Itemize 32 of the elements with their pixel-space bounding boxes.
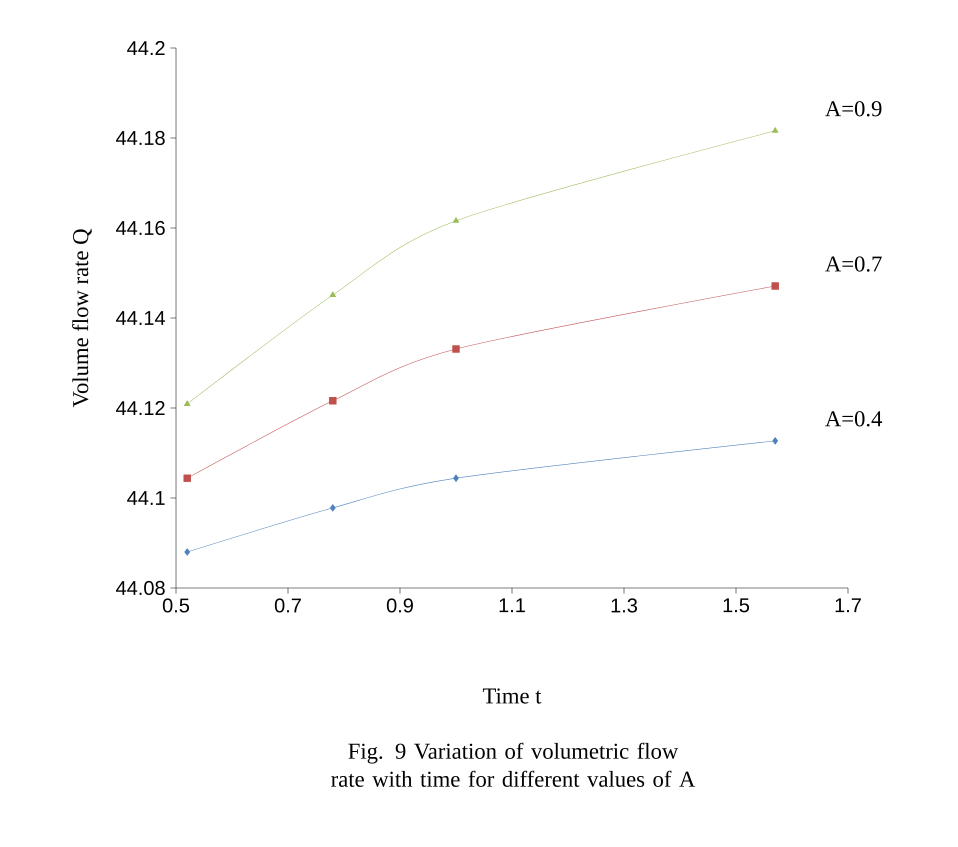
x-axis-title: Time t — [482, 688, 542, 704]
x-tick-label: 1.7 — [836, 598, 861, 612]
point — [330, 291, 336, 298]
x-tick-label: 1.5 — [724, 598, 750, 612]
x-tick-label: 0.7 — [274, 598, 301, 613]
point — [772, 127, 778, 133]
text: A=0.7 — [825, 256, 882, 272]
point — [330, 504, 336, 512]
y-tick-label: 44.1 — [127, 491, 165, 505]
y-tick-label: 44.12 — [116, 401, 165, 415]
point — [452, 345, 460, 353]
point — [329, 397, 337, 405]
x-tick-label: 1.3 — [612, 598, 638, 613]
y-axis-title: Volume flow rate Q — [72, 228, 92, 408]
x-tick-label: 0.5 — [162, 598, 190, 613]
point — [184, 400, 190, 406]
x-tick-label: 0.9 — [386, 598, 413, 613]
point — [452, 217, 460, 223]
caption: Fig. 9 Variation of volumetric flow rate with time for different values of A — [331, 742, 696, 787]
point — [183, 474, 191, 482]
y-tick-label: 44.16 — [116, 220, 165, 236]
point — [772, 437, 778, 445]
y-tick-label: 44.14 — [116, 311, 166, 325]
x-tick-label: 1.1 — [500, 598, 525, 612]
text: A=0.9 — [825, 101, 882, 116]
y-tick-label: 44.18 — [116, 130, 165, 146]
y-tick-label: 44.08 — [116, 580, 165, 596]
point — [184, 548, 190, 556]
y-tick-label: 44.2 — [127, 41, 165, 55]
text: A=0.4 — [825, 411, 882, 427]
point — [453, 474, 459, 482]
point — [771, 282, 779, 290]
